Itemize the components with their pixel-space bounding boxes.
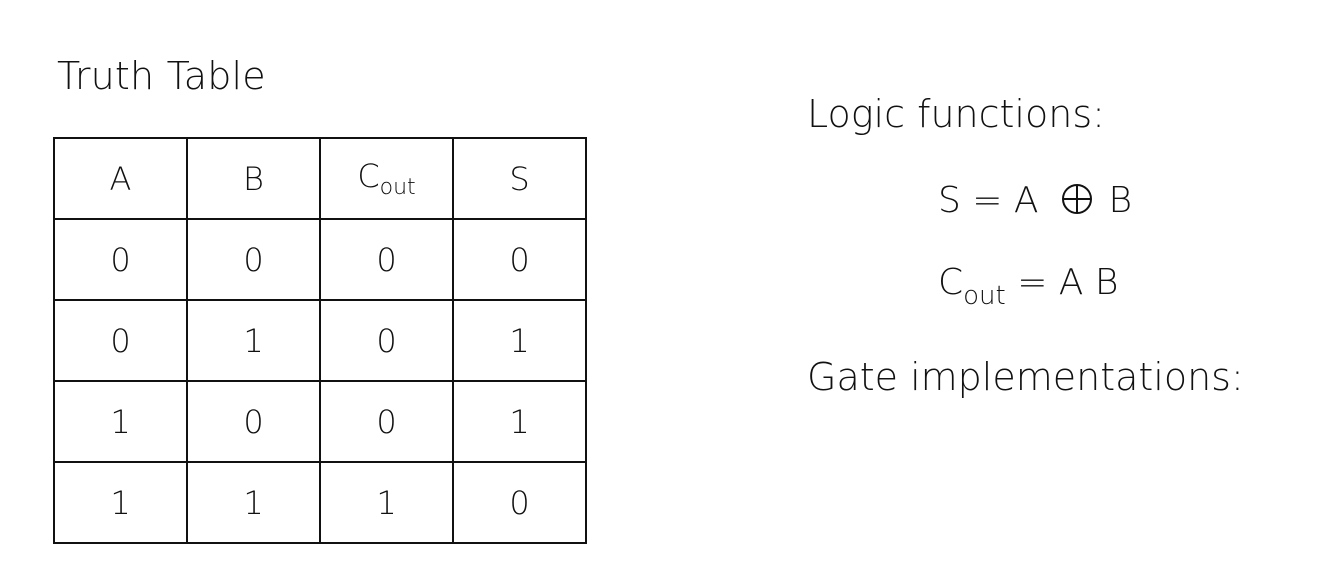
table-header-row: A B Cout S (53, 137, 587, 220)
header-label: A (109, 159, 132, 198)
table-cell: 1 (186, 299, 321, 382)
header-subscript: out (379, 175, 416, 200)
truth-table-title: Truth Table (57, 54, 266, 98)
header-cell-cout: Cout (319, 137, 454, 220)
header-cell-s: S (452, 137, 587, 220)
table-cell: 0 (452, 461, 587, 544)
table-cell: 1 (53, 380, 188, 463)
logic-functions-heading: Logic functions: (807, 92, 1105, 136)
table-cell: 1 (319, 461, 454, 544)
sum-rhs: B (1108, 180, 1133, 221)
header-label: S (509, 159, 530, 198)
table-cell: 0 (452, 218, 587, 301)
table-cell: 0 (186, 380, 321, 463)
table-cell: 1 (53, 461, 188, 544)
gate-implementations-heading: Gate implementations: (807, 355, 1244, 399)
sum-equation: S = A B (938, 180, 1132, 221)
header-cell-b: B (186, 137, 321, 220)
table-cell: 1 (452, 299, 587, 382)
table-cell: 0 (53, 299, 188, 382)
header-label: C (357, 157, 380, 195)
carry-equation: Cout = A B (938, 262, 1118, 311)
header-label: B (243, 159, 264, 198)
table-row: 1 0 0 1 (53, 380, 587, 463)
table-cell: 0 (319, 380, 454, 463)
xor-circle-plus-icon (1061, 183, 1093, 215)
table-row: 1 1 1 0 (53, 461, 587, 544)
carry-lhs: C (938, 262, 964, 303)
truth-table: A B Cout S 0 0 0 0 0 1 0 1 1 0 0 1 1 1 1… (53, 137, 587, 544)
table-row: 0 1 0 1 (53, 299, 587, 382)
table-cell: 1 (452, 380, 587, 463)
table-row: 0 0 0 0 (53, 218, 587, 301)
table-cell: 0 (319, 218, 454, 301)
table-cell: 0 (53, 218, 188, 301)
carry-lhs-subscript: out (963, 281, 1006, 311)
sum-lhs: S = A (938, 180, 1039, 221)
table-cell: 0 (186, 218, 321, 301)
table-cell: 0 (319, 299, 454, 382)
header-cell-a: A (53, 137, 188, 220)
carry-rhs: = A B (1017, 262, 1119, 303)
table-cell: 1 (186, 461, 321, 544)
